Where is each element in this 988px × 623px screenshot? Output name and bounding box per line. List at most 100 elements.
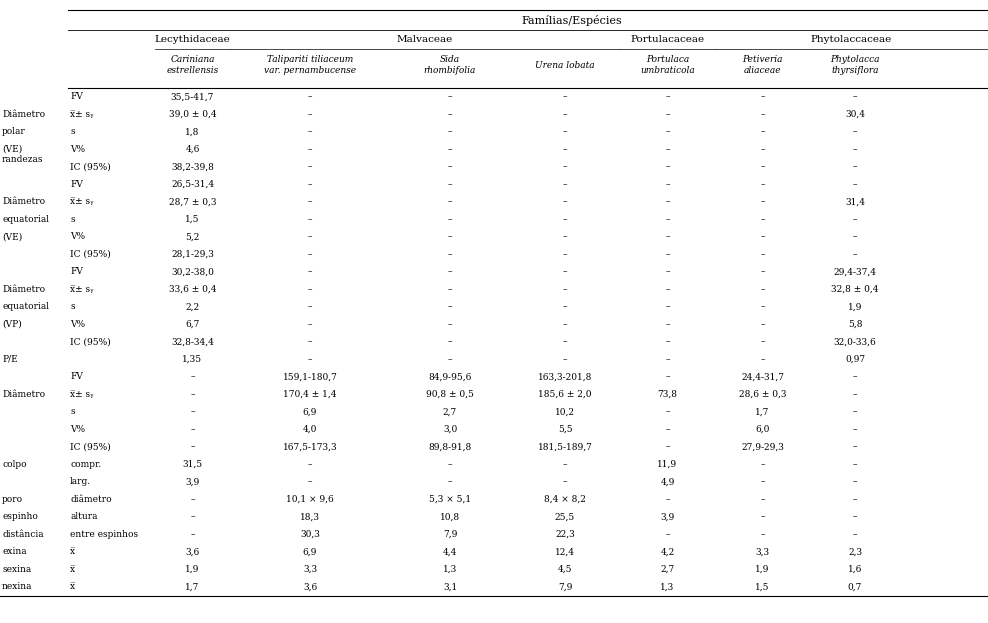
Text: –: – <box>448 197 453 206</box>
Text: 185,6 ± 2,0: 185,6 ± 2,0 <box>538 390 592 399</box>
Text: –: – <box>307 302 312 312</box>
Text: –: – <box>760 215 765 224</box>
Text: –: – <box>191 442 195 451</box>
Text: 2,3: 2,3 <box>848 547 863 556</box>
Text: (VE): (VE) <box>2 232 23 241</box>
Text: –: – <box>307 197 312 206</box>
Text: 6,0: 6,0 <box>755 425 770 434</box>
Text: –: – <box>665 530 670 539</box>
Text: 4,2: 4,2 <box>660 547 675 556</box>
Text: –: – <box>665 110 670 119</box>
Text: FV: FV <box>70 180 83 189</box>
Text: 5,8: 5,8 <box>848 320 863 329</box>
Text: 163,3-201,8: 163,3-201,8 <box>537 373 592 381</box>
Text: V%: V% <box>70 232 85 241</box>
Text: 3,9: 3,9 <box>660 512 675 521</box>
Text: 1,9: 1,9 <box>186 565 200 574</box>
Text: (VE): (VE) <box>2 145 23 154</box>
Text: –: – <box>307 267 312 276</box>
Text: Talipariti tiliaceum
var. pernambucense: Talipariti tiliaceum var. pernambucense <box>264 55 356 75</box>
Text: –: – <box>448 110 453 119</box>
Text: –: – <box>563 127 567 136</box>
Text: x̅: x̅ <box>70 565 75 574</box>
Text: 28,1-29,3: 28,1-29,3 <box>171 250 214 259</box>
Text: 84,9-95,6: 84,9-95,6 <box>429 373 471 381</box>
Text: 3,1: 3,1 <box>443 583 457 591</box>
Text: 3,9: 3,9 <box>186 477 200 486</box>
Text: –: – <box>665 320 670 329</box>
Text: 3,0: 3,0 <box>443 425 457 434</box>
Text: IC (95%): IC (95%) <box>70 162 111 171</box>
Text: 28,7 ± 0,3: 28,7 ± 0,3 <box>169 197 216 206</box>
Text: Diâmetro: Diâmetro <box>2 197 45 206</box>
Text: –: – <box>448 337 453 346</box>
Text: 2,7: 2,7 <box>443 407 457 416</box>
Text: –: – <box>665 250 670 259</box>
Text: 0,7: 0,7 <box>848 583 863 591</box>
Text: –: – <box>853 250 858 259</box>
Text: 1,3: 1,3 <box>660 583 675 591</box>
Text: –: – <box>307 127 312 136</box>
Text: –: – <box>760 354 765 364</box>
Text: 1,9: 1,9 <box>755 565 770 574</box>
Text: –: – <box>563 145 567 154</box>
Text: –: – <box>307 354 312 364</box>
Text: Sida
rhombifolia: Sida rhombifolia <box>424 55 476 75</box>
Text: distância: distância <box>2 530 43 539</box>
Text: IC (95%): IC (95%) <box>70 337 111 346</box>
Text: 3,3: 3,3 <box>756 547 770 556</box>
Text: s: s <box>70 215 75 224</box>
Text: nexina: nexina <box>2 583 33 591</box>
Text: 167,5-173,3: 167,5-173,3 <box>283 442 337 451</box>
Text: 31,4: 31,4 <box>845 197 865 206</box>
Text: –: – <box>665 180 670 189</box>
Text: altura: altura <box>70 512 98 521</box>
Text: –: – <box>760 110 765 119</box>
Text: 7,9: 7,9 <box>443 530 457 539</box>
Text: –: – <box>307 162 312 171</box>
Text: colpo: colpo <box>2 460 27 468</box>
Text: 3,3: 3,3 <box>303 565 317 574</box>
Text: Malvaceae: Malvaceae <box>397 36 453 44</box>
Text: –: – <box>665 197 670 206</box>
Text: 5,5: 5,5 <box>557 425 572 434</box>
Text: 18,3: 18,3 <box>300 512 320 521</box>
Text: –: – <box>760 232 765 241</box>
Text: P/E: P/E <box>2 354 18 364</box>
Text: –: – <box>665 285 670 294</box>
Text: larg.: larg. <box>70 477 91 486</box>
Text: 27,9-29,3: 27,9-29,3 <box>741 442 783 451</box>
Text: –: – <box>563 267 567 276</box>
Text: –: – <box>853 180 858 189</box>
Text: Portulaca
umbraticola: Portulaca umbraticola <box>640 55 695 75</box>
Text: –: – <box>760 512 765 521</box>
Text: 1,3: 1,3 <box>443 565 457 574</box>
Text: 4,4: 4,4 <box>443 547 457 556</box>
Text: 0,97: 0,97 <box>845 354 865 364</box>
Text: 2,7: 2,7 <box>660 565 675 574</box>
Text: –: – <box>563 354 567 364</box>
Text: –: – <box>563 162 567 171</box>
Text: FV: FV <box>70 92 83 102</box>
Text: 11,9: 11,9 <box>657 460 678 468</box>
Text: entre espinhos: entre espinhos <box>70 530 138 539</box>
Text: –: – <box>665 407 670 416</box>
Text: 10,2: 10,2 <box>555 407 575 416</box>
Text: –: – <box>665 215 670 224</box>
Text: –: – <box>307 337 312 346</box>
Text: compr.: compr. <box>70 460 101 468</box>
Text: 12,4: 12,4 <box>555 547 575 556</box>
Text: 170,4 ± 1,4: 170,4 ± 1,4 <box>284 390 337 399</box>
Text: Petiveria
aliaceae: Petiveria aliaceae <box>742 55 782 75</box>
Text: 39,0 ± 0,4: 39,0 ± 0,4 <box>169 110 216 119</box>
Text: –: – <box>853 460 858 468</box>
Text: x̅± sᵧ: x̅± sᵧ <box>70 110 94 119</box>
Text: –: – <box>760 197 765 206</box>
Text: –: – <box>665 373 670 381</box>
Text: –: – <box>760 302 765 312</box>
Text: –: – <box>853 390 858 399</box>
Text: 1,8: 1,8 <box>186 127 200 136</box>
Text: –: – <box>448 215 453 224</box>
Text: x̅± sᵧ: x̅± sᵧ <box>70 390 94 399</box>
Text: FV: FV <box>70 267 83 276</box>
